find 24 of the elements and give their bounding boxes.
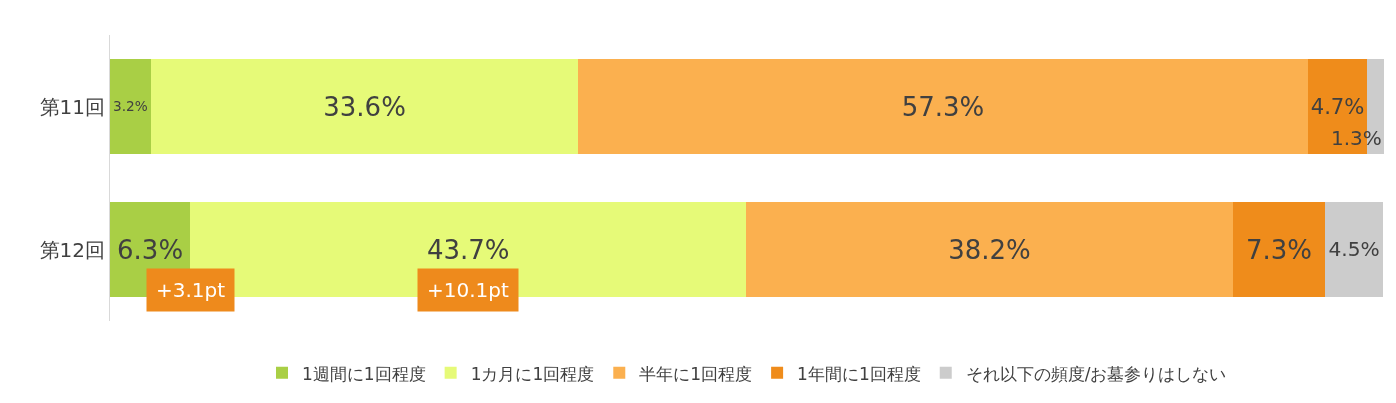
legend-label: それ以下の頻度/お墓参りはしない — [965, 363, 1227, 384]
annotation: +3.1pt — [156, 278, 226, 302]
bar — [150, 59, 579, 154]
data-label: 6.3% — [117, 234, 184, 265]
data-label: 33.6% — [323, 91, 406, 122]
data-label: 4.7% — [1310, 93, 1365, 119]
data-label: 4.5% — [1328, 237, 1380, 262]
bar — [110, 59, 151, 154]
bar — [1232, 202, 1326, 297]
annotation: +10.1pt — [427, 278, 509, 302]
y-tick-label: 第12回 — [39, 237, 105, 262]
y-tick-label: 第11回 — [39, 94, 105, 119]
legend-label: 1年間に1回程度 — [797, 363, 921, 384]
bar — [578, 59, 1308, 154]
bar — [746, 202, 1233, 297]
data-label: 57.3% — [901, 91, 985, 122]
data-label: 7.3% — [1245, 234, 1313, 265]
data-label: 3.2% — [113, 98, 148, 115]
data-label: 43.7% — [426, 234, 510, 265]
bar — [1325, 202, 1383, 297]
legend-label: 半年に1回程度 — [639, 363, 753, 384]
legend-label: 1週間に1回程度 — [302, 363, 426, 384]
legend-label: 1カ月に1回程度 — [470, 363, 595, 384]
data-label: 38.2% — [948, 234, 1031, 265]
